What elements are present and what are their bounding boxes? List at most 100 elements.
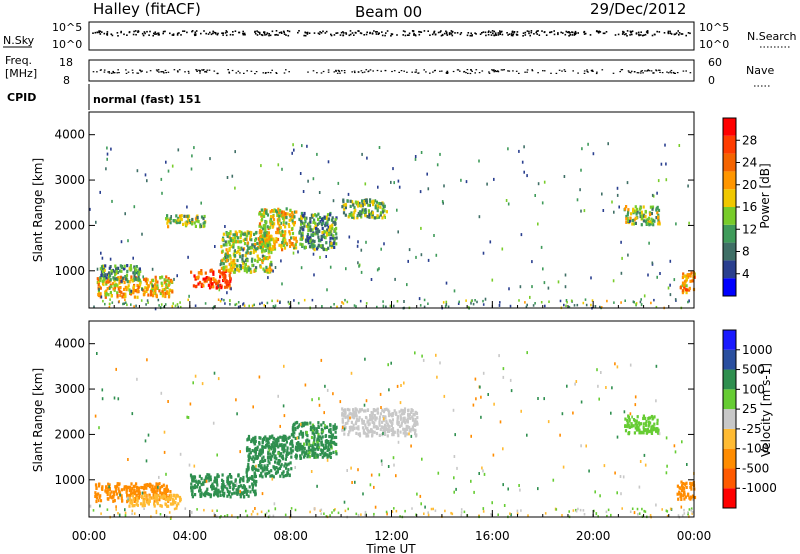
velocity-cell [386,512,388,516]
power-cell [285,221,288,225]
power-cell [268,255,271,259]
freq-point [160,71,162,73]
power-cell [195,276,198,280]
power-cell [215,282,218,286]
nsky-point [434,33,437,36]
power-cell [625,217,628,221]
power-cell [688,288,691,292]
power-cell [280,233,283,237]
velocity-cell [367,434,370,438]
colorbar-tick-label: 1000 [742,343,773,357]
freq-point [590,69,593,72]
velocity-cell [402,416,405,421]
power-cell [493,177,495,181]
power-cell [118,269,122,273]
velocity-cell [251,457,254,461]
velocity-cell [622,475,625,479]
power-cell [376,204,379,208]
power-cell [133,295,136,299]
velocity-cell [480,415,482,419]
power-cell [309,238,312,242]
power-cell [126,286,129,290]
velocity-cell [137,486,141,490]
nsky-point [418,30,420,33]
velocity-cell [226,479,229,483]
velocity-cell [357,418,360,422]
power-cell [363,198,367,202]
velocity-cell [408,415,411,420]
power-cell [302,214,305,218]
power-cell [208,277,211,281]
velocity-cell [691,496,694,500]
power-cell [269,223,272,227]
power-cell [579,188,581,192]
power-cell [626,216,629,221]
power-cell [329,243,332,247]
nsky-point [242,30,244,33]
power-cell [239,247,243,251]
power-cell [273,222,276,226]
power-cell [293,223,296,227]
nsky-point [440,30,442,32]
velocity-cell [692,498,694,502]
freq-point [648,70,651,72]
freq-point [380,70,382,72]
nsky-point [630,31,632,34]
freq-point [111,72,113,74]
nsky-point [651,34,654,37]
power-cell [289,208,292,213]
x-tick-label: 04:00 [173,529,208,543]
power-cell [366,156,368,160]
power-cell [145,277,148,281]
velocity-cell [162,494,165,498]
velocity-cell [422,358,425,362]
power-cell [193,221,196,225]
power-cell [649,212,652,217]
velocity-cell [650,431,653,435]
nsky-point [194,34,196,37]
power-cell [299,242,302,246]
velocity-cell [194,479,197,483]
velocity-cell [416,492,418,496]
power-cell [169,221,172,225]
freq-point [136,72,138,74]
velocity-cell [131,504,134,508]
power-cell [667,286,670,290]
nsky-point [674,33,677,35]
velocity-cell [323,411,325,415]
nsky-point [571,31,573,33]
power-cell [288,239,291,243]
power-cell [444,305,447,308]
freq-point [199,72,201,74]
velocity-cell [507,487,509,491]
power-cell [218,288,221,292]
power-cell [606,299,608,303]
power-cell [655,206,658,211]
power-cell [187,298,189,302]
velocity-cell [380,425,383,429]
velocity-cell [261,441,264,445]
velocity-cell [626,424,629,429]
power-cell [657,218,660,222]
power-cell [242,260,245,264]
velocity-cell [295,456,298,460]
velocity-cell [172,499,176,503]
power-cell [203,221,206,225]
freq-point [146,71,148,73]
power-cell [224,276,227,280]
velocity-cell [644,421,647,426]
y-tick-label: 4000 [54,128,85,142]
nsky-point [614,34,617,36]
velocity-cell [352,423,355,427]
power-cell [576,303,579,307]
velocity-cell [299,430,303,434]
velocity-cell [362,431,365,435]
freq-point [685,70,687,72]
power-cell [137,274,140,278]
power-cell [632,209,635,213]
velocity-cell [308,455,311,459]
velocity-cell [369,483,372,487]
power-cell [243,232,247,236]
power-cell [194,217,198,221]
power-cell [266,213,270,217]
